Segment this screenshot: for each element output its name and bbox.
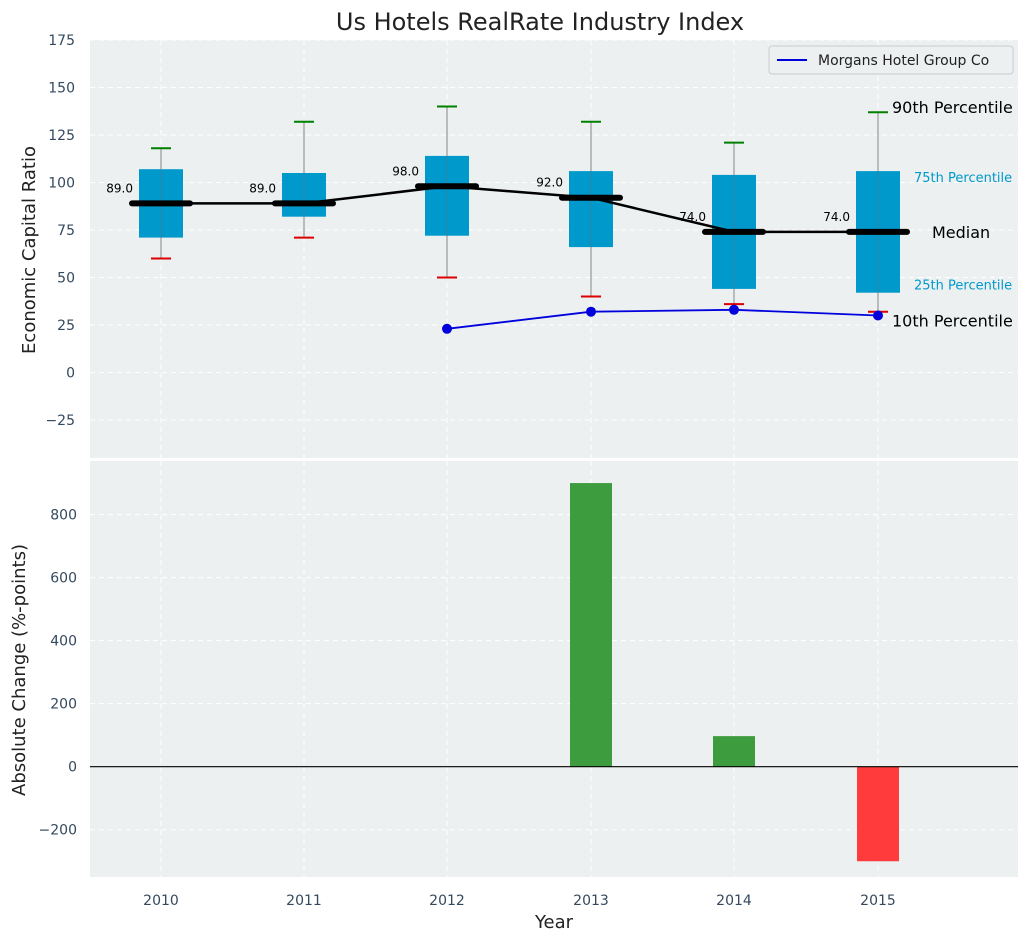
x-tick-label-2015: 2015 <box>860 893 896 909</box>
median-value-label: 89.0 <box>106 181 133 195</box>
x-axis-ticks: 2010 2011 2012 2013 2014 2015 <box>143 893 896 909</box>
top-y-axis-title: Economic Capital Ratio <box>19 146 40 354</box>
company-point-2012 <box>442 323 452 334</box>
company-point-2014 <box>729 304 739 315</box>
top-y-tick-label: 50 <box>57 271 75 287</box>
percentile-annotations: 90th Percentile 75th Percentile Median 25th… <box>892 98 1013 331</box>
x-tick-label-2014: 2014 <box>716 893 752 909</box>
median-trend: 89.0 89.0 98.0 92.0 74.0 74.0 <box>106 164 910 235</box>
top-y-tick-label: 175 <box>48 33 75 49</box>
x-axis-title: Year <box>534 912 574 933</box>
bottom-y-tick-label: −200 <box>39 823 77 839</box>
top-y-tick-label: 25 <box>57 318 75 334</box>
median-value-label: 74.0 <box>823 210 850 224</box>
legend: Morgans Hotel Group Co <box>768 45 1014 75</box>
legend-label-company: Morgans Hotel Group Co <box>818 53 989 69</box>
top-panel: −25 0 25 50 75 100 125 150 175 89.0 89.0 98.0 92.0 7… <box>19 8 1018 458</box>
median-value-label: 92.0 <box>536 176 563 190</box>
chart-title: Us Hotels RealRate Industry Index <box>336 8 744 36</box>
top-y-tick-label: −25 <box>45 413 75 429</box>
x-tick-label-2013: 2013 <box>573 893 609 909</box>
annot-p90: 90th Percentile <box>892 98 1013 117</box>
bar-2013 <box>570 483 612 767</box>
company-point-2015 <box>873 310 883 321</box>
annot-p10: 10th Percentile <box>892 312 1013 331</box>
top-y-tick-label: 150 <box>48 81 75 97</box>
annot-p75: 75th Percentile <box>914 171 1012 186</box>
bottom-y-tick-label: 200 <box>50 697 77 713</box>
x-tick-label-2012: 2012 <box>429 893 465 909</box>
bar-2015 <box>857 766 899 862</box>
bottom-gridlines <box>90 461 1018 877</box>
company-line <box>446 308 879 330</box>
top-y-axis-ticks: −25 0 25 50 75 100 125 150 175 <box>45 33 75 429</box>
x-tick-label-2010: 2010 <box>143 893 179 909</box>
top-y-tick-label: 100 <box>48 176 75 192</box>
top-y-tick-label: 0 <box>66 366 75 382</box>
bottom-y-tick-label: 400 <box>50 634 77 650</box>
median-value-label: 98.0 <box>392 164 419 178</box>
change-bars <box>90 483 1018 862</box>
annot-p25: 25th Percentile <box>914 279 1012 294</box>
boxplot-2013 <box>569 120 613 298</box>
bottom-y-axis-ticks: −200 0 200 400 600 800 <box>39 508 77 839</box>
median-value-label: 74.0 <box>679 210 706 224</box>
bottom-y-tick-label: 0 <box>68 760 77 776</box>
top-y-tick-label: 125 <box>48 128 75 144</box>
annot-median: Median <box>932 223 990 242</box>
boxplot-2012 <box>425 105 469 279</box>
company-series <box>442 304 883 334</box>
bottom-y-tick-label: 600 <box>50 571 77 587</box>
top-y-tick-label: 75 <box>57 223 75 239</box>
bar-2014 <box>713 736 755 767</box>
median-value-label: 89.0 <box>249 181 276 195</box>
bottom-y-axis-title: Absolute Change (%-points) <box>9 544 30 796</box>
x-tick-label-2011: 2011 <box>286 893 322 909</box>
company-point-2013 <box>586 306 596 317</box>
bottom-y-tick-label: 800 <box>50 508 77 524</box>
boxplot-2011 <box>282 120 326 239</box>
legend-box <box>768 45 1014 75</box>
